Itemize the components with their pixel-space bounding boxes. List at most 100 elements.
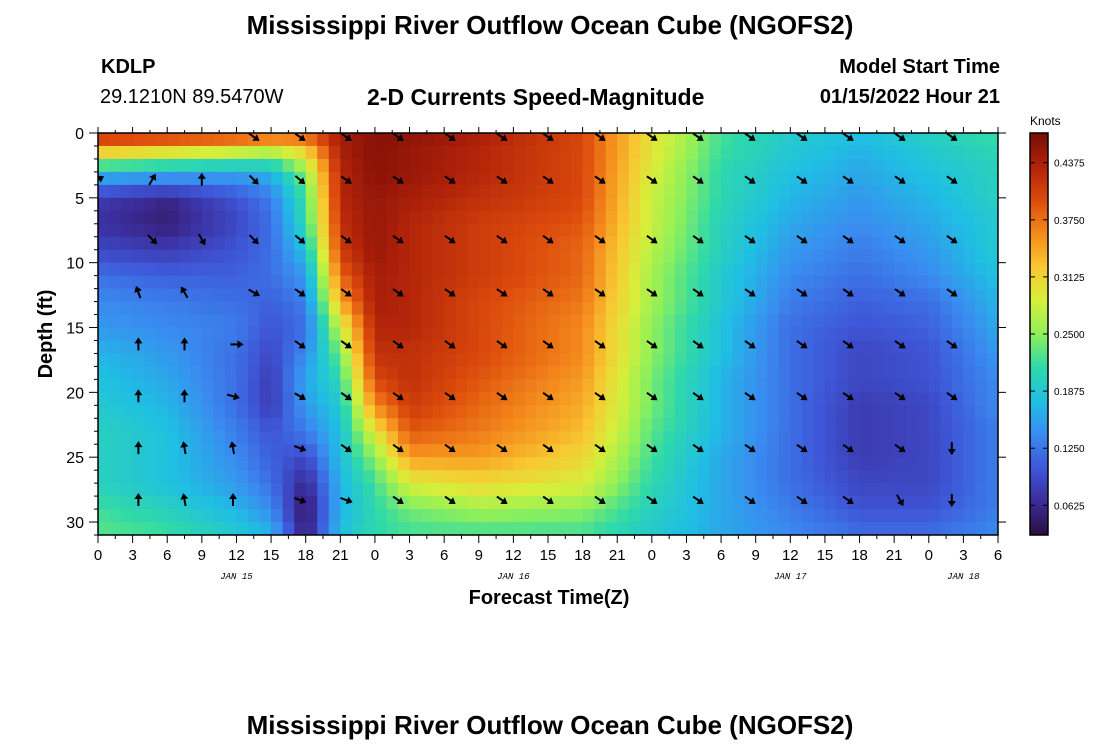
- heatmap-cell: [421, 288, 434, 303]
- heatmap-cell: [167, 314, 180, 329]
- heatmap-cell: [421, 353, 434, 368]
- heatmap-cell: [109, 392, 122, 406]
- heatmap-cell: [421, 301, 434, 316]
- current-arrow: [542, 175, 554, 184]
- heatmap-cell: [421, 522, 434, 535]
- heatmap-cell: [421, 145, 434, 160]
- heatmap-cell: [386, 522, 399, 535]
- heatmap-cell: [663, 418, 676, 432]
- heatmap-cell: [490, 470, 503, 484]
- heatmap-cell: [767, 133, 780, 147]
- heatmap-cell: [663, 340, 676, 355]
- heatmap-cell: [963, 262, 976, 277]
- heatmap-cell: [201, 522, 214, 535]
- colorbar-label: Knots: [1030, 114, 1061, 128]
- heatmap-cell: [663, 379, 676, 393]
- heatmap-cell: [317, 483, 330, 497]
- heatmap-cell: [640, 184, 653, 199]
- heatmap-cell: [721, 496, 734, 510]
- heatmap-cell: [963, 288, 976, 303]
- current-arrow: [646, 443, 658, 453]
- heatmap-cell: [940, 197, 953, 212]
- heatmap-cell: [617, 483, 630, 497]
- heatmap-cell: [98, 379, 111, 393]
- heatmap-cell: [351, 236, 364, 251]
- heatmap-cell: [686, 470, 699, 484]
- heatmap-cell: [155, 392, 168, 406]
- heatmap-cell: [340, 158, 353, 173]
- heatmap-cell: [882, 145, 895, 160]
- heatmap-cell: [109, 249, 122, 264]
- heatmap-cell: [790, 353, 803, 368]
- heatmap-cell: [894, 470, 907, 484]
- heatmap-cell: [317, 496, 330, 510]
- heatmap-cell: [640, 197, 653, 212]
- heatmap-cell: [317, 522, 330, 535]
- heatmap-cell: [917, 405, 930, 419]
- heatmap-cell: [98, 392, 111, 406]
- heatmap-cell: [259, 470, 272, 484]
- heatmap-cell: [871, 522, 884, 535]
- heatmap-cell: [571, 171, 584, 186]
- heatmap-cell: [928, 145, 941, 160]
- y-axis-label: Depth (ft): [35, 290, 57, 379]
- heatmap-cell: [467, 249, 480, 264]
- heatmap-cell: [513, 158, 526, 173]
- heatmap-cell: [848, 483, 861, 497]
- heatmap-cell: [178, 145, 191, 160]
- heatmap-cell: [790, 249, 803, 264]
- heatmap-cell: [721, 522, 734, 535]
- heatmap-cell: [605, 197, 618, 212]
- heatmap-cell: [259, 405, 272, 419]
- heatmap-cell: [409, 431, 422, 445]
- heatmap-cell: [409, 301, 422, 316]
- heatmap-cell: [478, 158, 491, 173]
- heatmap-cell: [190, 366, 203, 380]
- heatmap-cell: [663, 223, 676, 238]
- heatmap-cell: [836, 301, 849, 316]
- colorbar-tick-label: 0.4375: [1054, 159, 1085, 170]
- heatmap-cell: [155, 405, 168, 419]
- heatmap-cell: [548, 483, 561, 497]
- heatmap-cell: [698, 145, 711, 160]
- heatmap-cell: [490, 379, 503, 393]
- heatmap-cell: [501, 405, 514, 419]
- heatmap-cell: [744, 145, 757, 160]
- heatmap-cell: [501, 262, 514, 277]
- heatmap-cell: [178, 418, 191, 432]
- heatmap-cell: [213, 509, 226, 523]
- heatmap-cell: [559, 392, 572, 406]
- heatmap-cell: [548, 431, 561, 445]
- heatmap-cell: [709, 418, 722, 432]
- heatmap-cell: [940, 327, 953, 342]
- current-arrow: [294, 133, 306, 141]
- heatmap-cell: [478, 457, 491, 471]
- heatmap-cell: [628, 171, 641, 186]
- heatmap-cell: [121, 223, 134, 238]
- heatmap-cell: [640, 379, 653, 393]
- heatmap-cell: [467, 275, 480, 290]
- heatmap-cell: [386, 301, 399, 316]
- heatmap-cell: [744, 418, 757, 432]
- heatmap-cell: [801, 379, 814, 393]
- heatmap-cell: [963, 379, 976, 393]
- heatmap-cell: [778, 431, 791, 445]
- heatmap-cell: [167, 353, 180, 368]
- heatmap-cell: [548, 223, 561, 238]
- heatmap-cell: [374, 457, 388, 471]
- heatmap-cell: [663, 262, 676, 277]
- heatmap-cell: [571, 496, 584, 510]
- heatmap-cell: [374, 418, 388, 432]
- heatmap-cell: [813, 158, 826, 173]
- heatmap-cell: [709, 509, 722, 523]
- heatmap-cell: [663, 431, 676, 445]
- heatmap-cell: [801, 470, 814, 484]
- heatmap-cell: [686, 184, 699, 199]
- heatmap-cell: [709, 236, 722, 251]
- heatmap-cell: [686, 366, 699, 380]
- heatmap-cell: [917, 431, 930, 445]
- heatmap-cell: [282, 288, 295, 303]
- heatmap-cell: [755, 509, 768, 523]
- heatmap-cell: [882, 418, 895, 432]
- current-arrow: [229, 493, 237, 506]
